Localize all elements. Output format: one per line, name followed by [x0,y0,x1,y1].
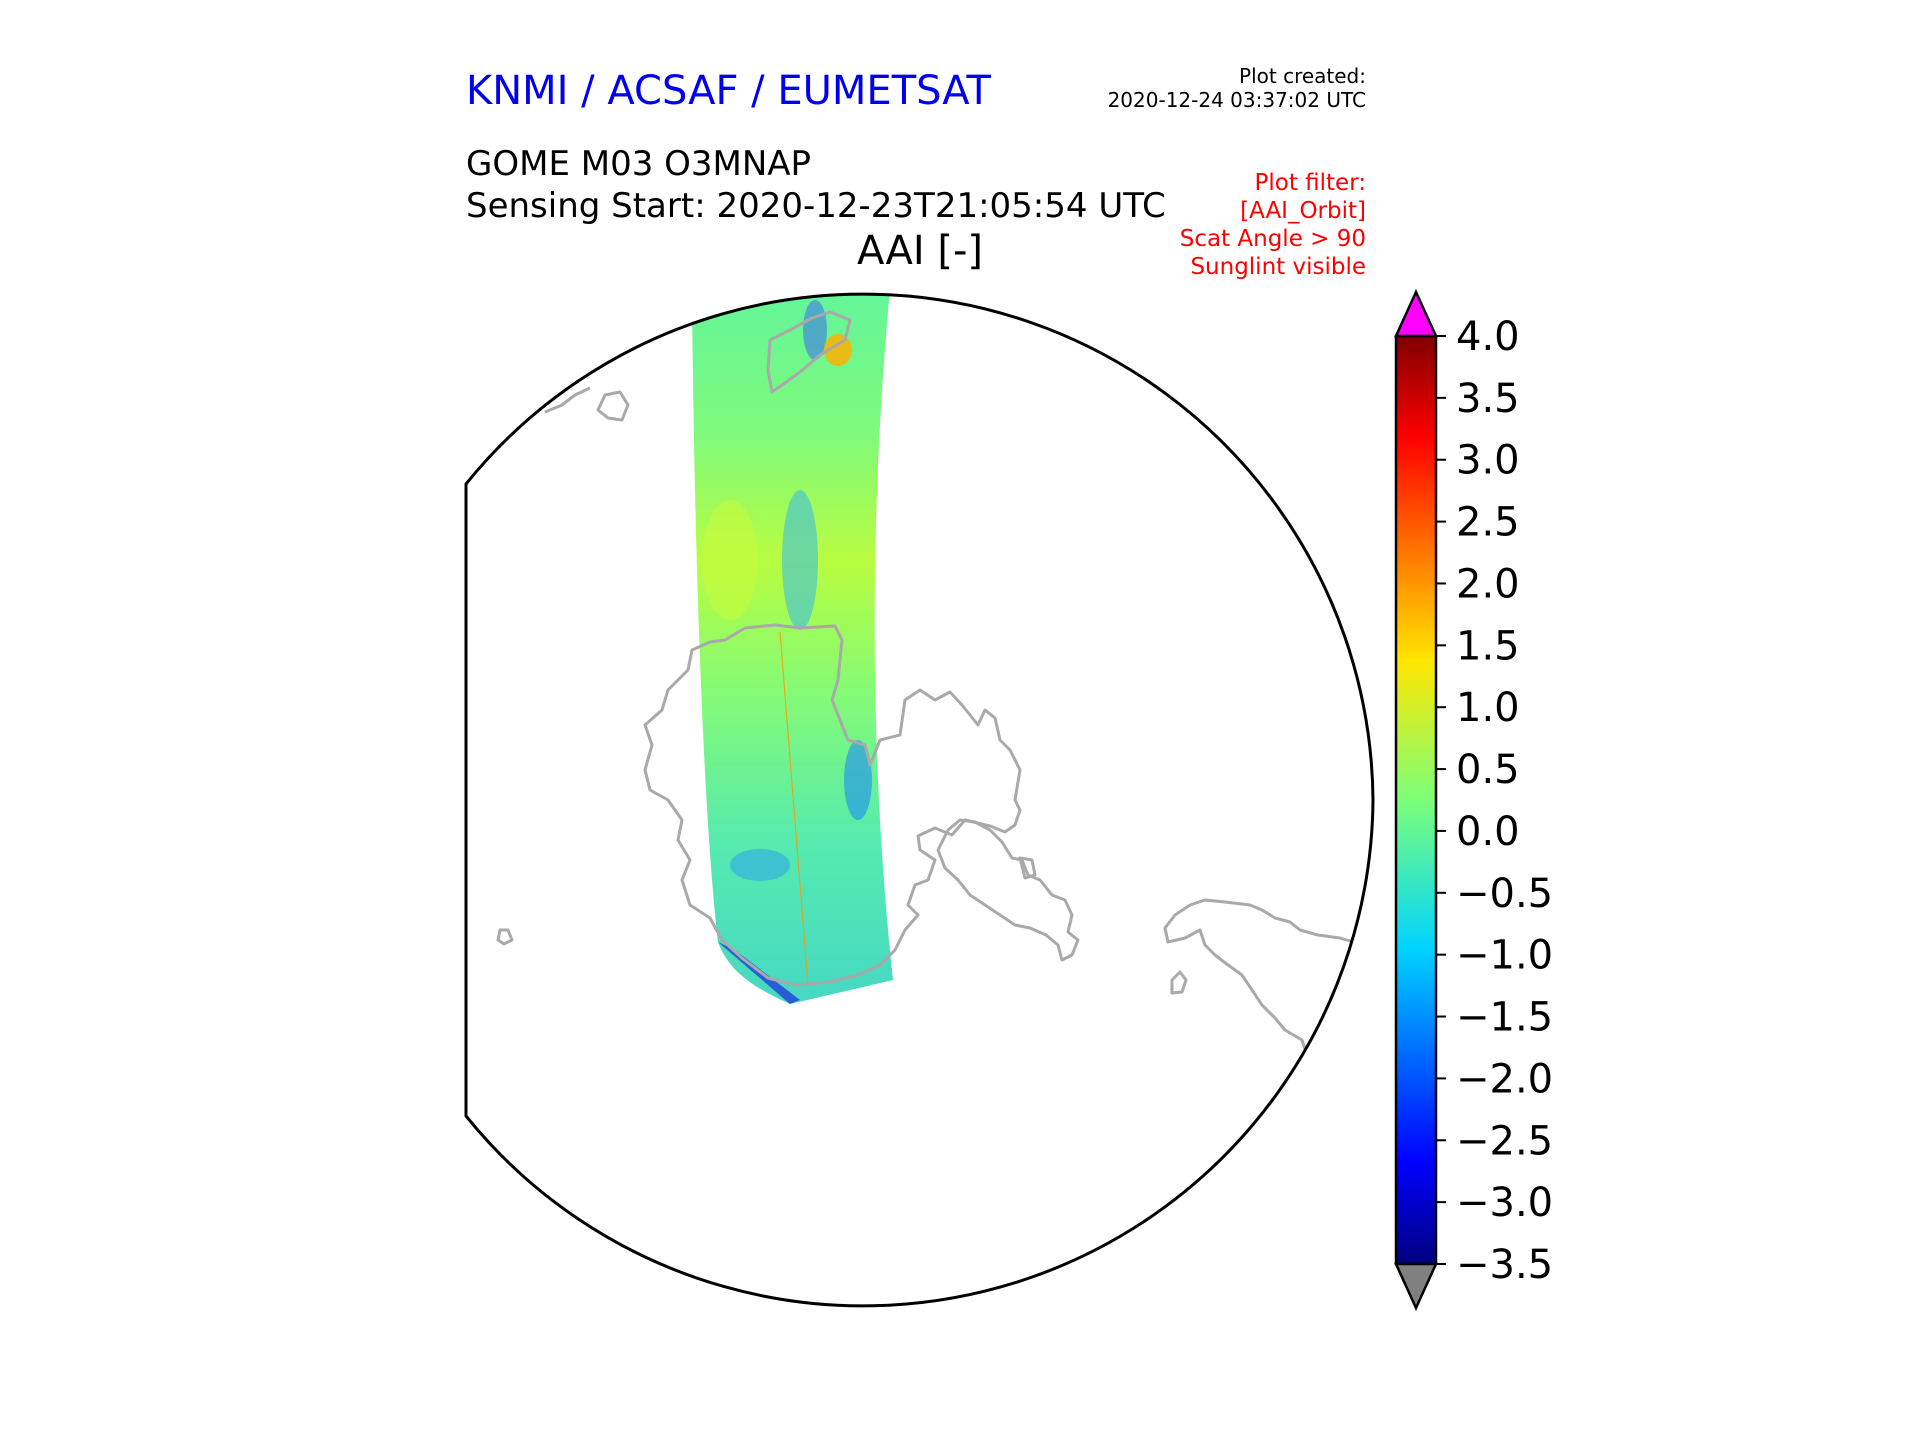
plot-filter-item: Sunglint visible [1190,254,1366,280]
coastlines [496,310,1361,1092]
plot-filter-item: Scat Angle > 90 [1179,226,1366,252]
globe-outline [464,292,1375,1308]
aai-low-patch [730,849,790,881]
aai-high-patch [824,334,852,366]
colorbar-tick-label: 2.5 [1456,500,1520,546]
colorbar-extend-min [1394,1262,1438,1312]
colorbar-tick-label: 1.5 [1456,623,1520,669]
satellite-swath [692,294,893,1004]
coastline-antarctica [643,623,1022,987]
aai-low-patch [782,490,818,630]
colorbar-tick-label: 1.0 [1456,685,1520,731]
coastline-australia-edge [544,386,591,414]
aai-low-patch [803,300,827,360]
coastline-sub-antarctic-island [496,928,514,946]
colorbar-tick-label: −2.0 [1456,1056,1553,1102]
swath-edge-noise [718,942,800,1004]
colorbar-tick-label: 4.0 [1456,314,1520,360]
colorbar-tick-label: −1.5 [1456,995,1553,1041]
coastline-falklands [1170,970,1188,995]
coastline-sub-antarctic-island [596,390,630,422]
colorbar-tick-label: 2.0 [1456,561,1520,607]
colorbar-tick-label: −3.5 [1456,1242,1553,1288]
coastline-new-zealand [766,310,852,394]
aai-low-patch [844,740,872,820]
colorbar-tick-label: −3.0 [1456,1180,1553,1226]
colorbar: 4.0 3.5 3.0 2.5 2.0 1.5 1.0 0.5 0.0 −0.5 −1.0 −1.5 −… [1394,288,1553,1312]
colorbar-tick-label: 0.0 [1456,809,1520,855]
colorbar-tick-label: −0.5 [1456,871,1553,917]
plot-filter-title: Plot filter: [1254,170,1366,196]
coastline-antarctic-peninsula [936,818,1080,962]
colorbar-ticks: 4.0 3.5 3.0 2.5 2.0 1.5 1.0 0.5 0.0 −0.5 −1.0 −1.5 −… [1436,314,1553,1288]
colorbar-tick-label: −2.5 [1456,1118,1553,1164]
product-name: GOME M03 O3MNAP [466,144,812,184]
map-data-layer [496,294,1361,1092]
swath-center-line [779,631,809,986]
plot-created-time: 2020-12-24 03:37:02 UTC [1107,88,1366,112]
organisation-title: KNMI / ACSAF / EUMETSAT [466,68,991,114]
coastline-peninsula-tip [1018,856,1037,880]
sensing-start: Sensing Start: 2020-12-23T21:05:54 UTC [466,186,1166,226]
plot-filter-item: [AAI_Orbit] [1240,198,1366,224]
colorbar-body [1394,334,1438,1266]
plot-title: AAI [-] [857,228,983,274]
colorbar-tick-label: 3.5 [1456,376,1520,422]
aai-high-patch [702,500,758,620]
colorbar-tick-label: −1.0 [1456,933,1553,979]
colorbar-tick-label: 0.5 [1456,747,1520,793]
coastline-south-america [1163,898,1361,1092]
colorbar-extend-max [1394,288,1438,338]
plot-created-label: Plot created: [1239,64,1366,88]
colorbar-tick-label: 3.0 [1456,438,1520,484]
